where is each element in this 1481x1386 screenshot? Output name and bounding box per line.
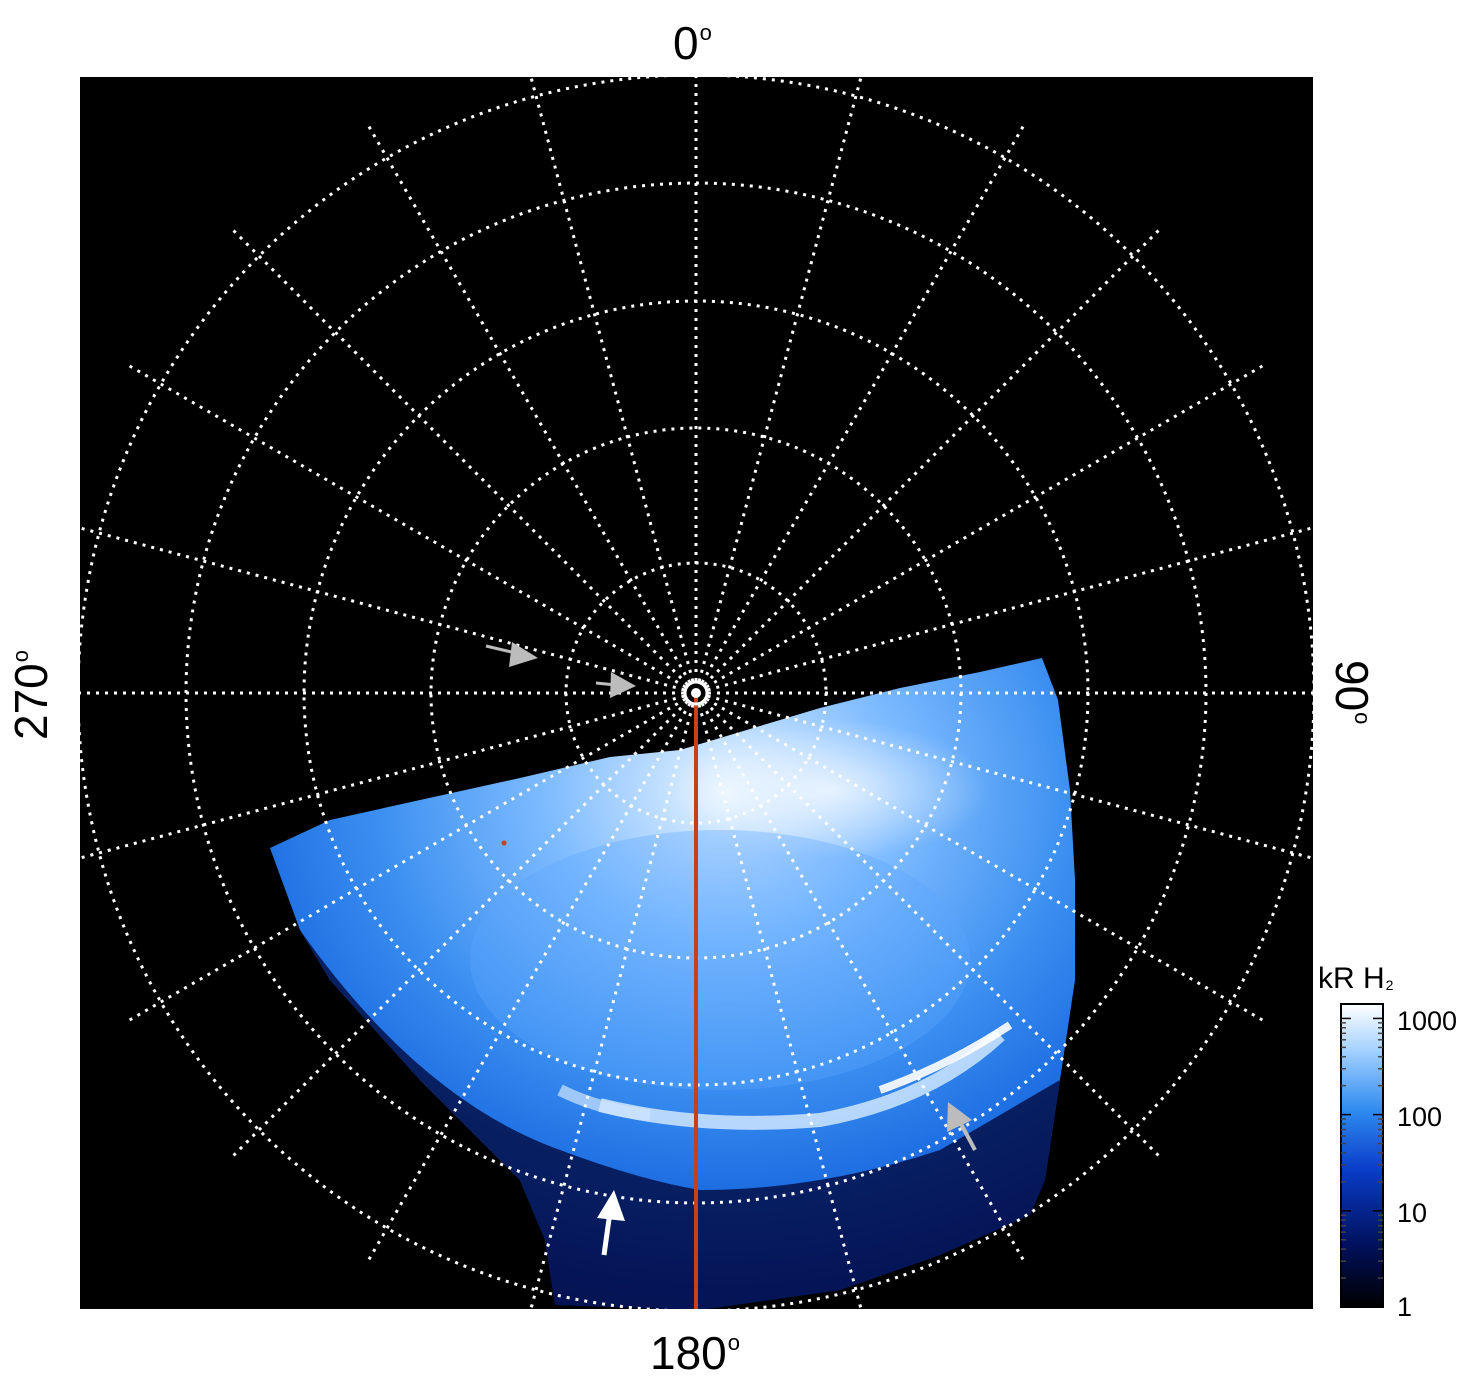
longitude-line (364, 120, 692, 684)
longitude-line (707, 526, 1313, 692)
pole-dot (691, 688, 701, 698)
gray-arrow-marker (485, 642, 538, 667)
gray-arrow-marker (595, 672, 636, 698)
colorbar-title: kR H2 (1318, 962, 1394, 995)
gray-arrow-marker (947, 1102, 977, 1151)
pole-marker (683, 680, 709, 706)
longitude-line (697, 704, 863, 1309)
longitude-line (703, 225, 1164, 686)
longitude-line (700, 120, 1028, 684)
colorbar (1340, 1003, 1384, 1308)
longitude-line (697, 77, 863, 682)
longitude-line (700, 702, 1028, 1266)
longitude-line (529, 77, 695, 682)
longitude-line (228, 225, 689, 686)
longitude-label-270: 270o (5, 650, 57, 740)
longitude-line (707, 694, 1313, 860)
longitude-line (80, 526, 685, 692)
longitude-line (705, 697, 1269, 1025)
colorbar-tick-label: 100 (1397, 1102, 1443, 1132)
longitude-label-0: 0o (673, 17, 712, 69)
longitude-label-90: 90o (1326, 660, 1378, 725)
white-arrow-marker (597, 1190, 625, 1256)
longitude-line (364, 702, 692, 1266)
longitude-line (228, 700, 689, 1161)
longitude-line (705, 361, 1269, 689)
colorbar-tick-label: 10 (1397, 1198, 1428, 1228)
colorbar-tick-label: 1000 (1397, 1006, 1458, 1036)
longitude-line (123, 361, 687, 689)
longitude-line (703, 700, 1164, 1161)
longitude-line (123, 697, 687, 1025)
longitude-line (80, 694, 685, 860)
longitude-label-180: 180o (650, 1327, 740, 1379)
colorbar-tick-label: 1 (1397, 1292, 1413, 1322)
longitude-line (529, 704, 695, 1309)
